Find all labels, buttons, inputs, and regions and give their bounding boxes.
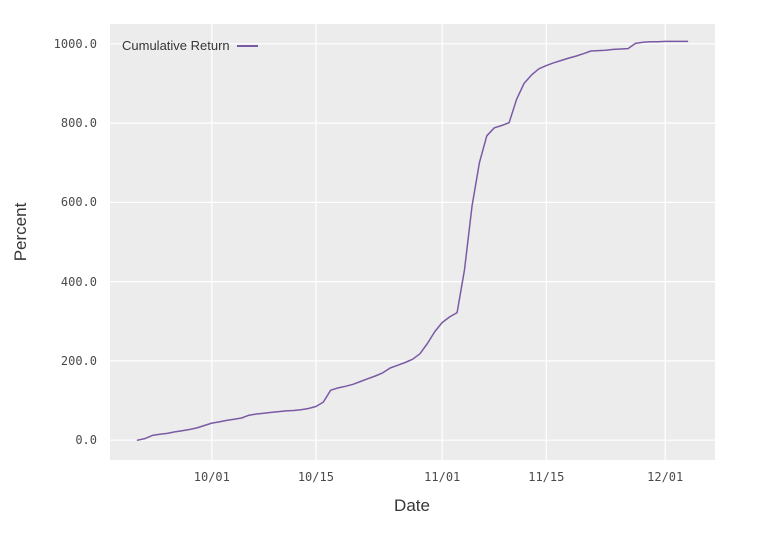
x-tick-label: 10/15 — [297, 470, 334, 484]
y-tick-label: 200.0 — [60, 353, 97, 368]
cumulative-return-line — [136, 40, 689, 441]
x-axis-title: Date — [394, 496, 430, 515]
line-plot-svg — [110, 24, 715, 460]
legend-line-swatch — [236, 45, 258, 47]
legend-label: Cumulative Return — [122, 38, 230, 53]
plot-area: Cumulative Return — [110, 24, 715, 460]
x-tick-label: 12/01 — [647, 470, 684, 484]
x-tick-label: 11/01 — [424, 470, 461, 484]
y-tick-label: 600.0 — [60, 195, 97, 210]
y-axis-title: Percent — [11, 202, 30, 262]
legend: Cumulative Return — [122, 38, 258, 54]
x-tick-label: 11/15 — [528, 470, 565, 484]
y-tick-label: 400.0 — [60, 274, 97, 289]
y-tick-label: 800.0 — [60, 116, 97, 131]
y-tick-label: 0.0 — [75, 433, 97, 448]
y-tick-label: 1000.0 — [53, 36, 97, 51]
x-tick-label: 10/01 — [193, 470, 230, 484]
